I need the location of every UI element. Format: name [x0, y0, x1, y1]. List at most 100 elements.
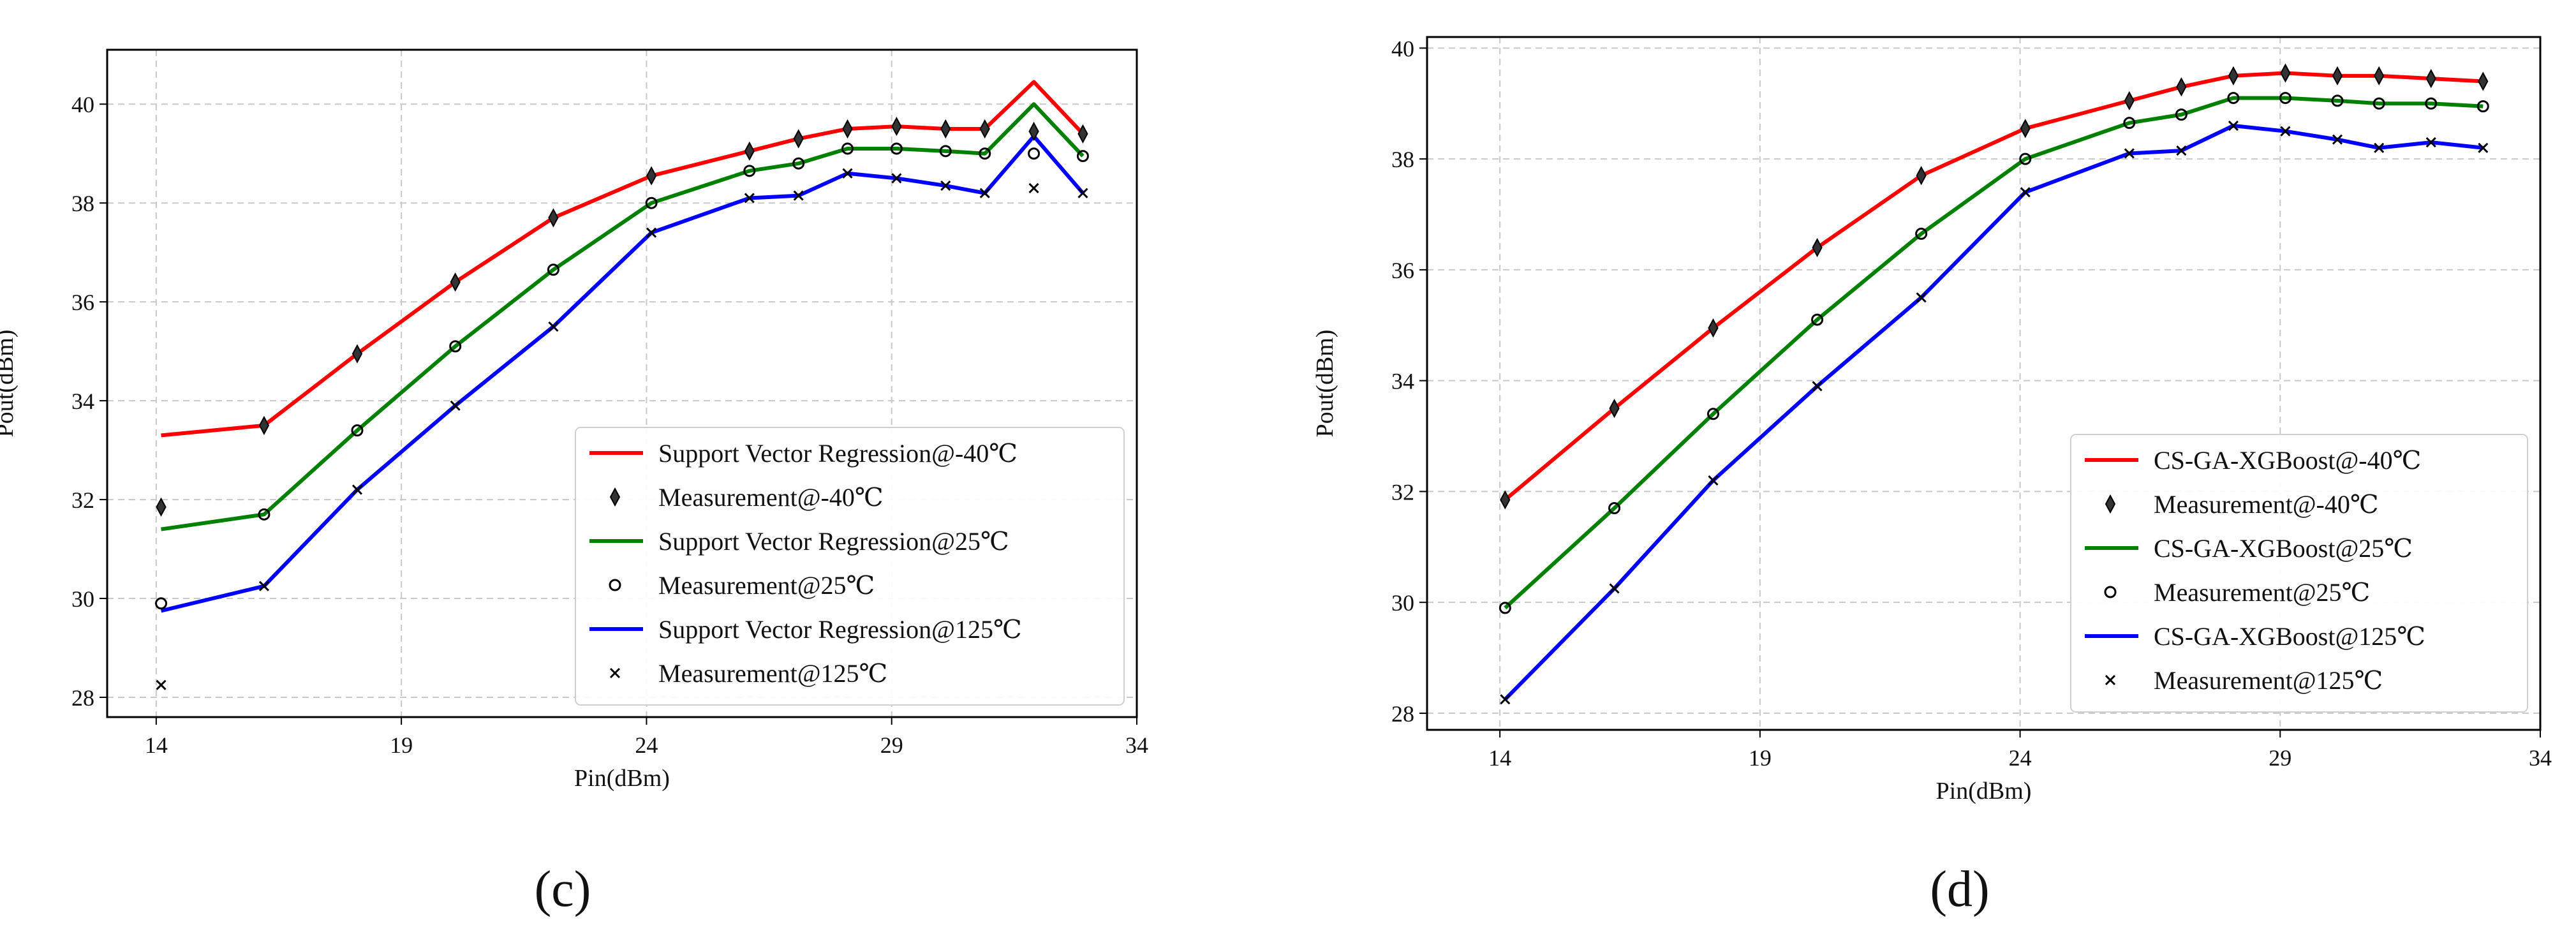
chart-c-data-point — [351, 424, 364, 437]
chart-d-ylabel: Pout(dBm) — [1312, 330, 1338, 438]
chart-c-data-point — [548, 321, 559, 332]
chart-d-xtick-label: 29 — [2269, 745, 2291, 771]
chart-c-data-point — [793, 190, 804, 201]
chart-c-legend-label: Support Vector Regression@125℃ — [658, 615, 1022, 644]
chart-d-legend: CS-GA-XGBoost@-40℃ Measurement@-40℃ CS-GA-… — [2070, 434, 2528, 713]
chart-c-axes-frame — [106, 48, 1138, 718]
chart-c-legend-label: Measurement@-40℃ — [658, 483, 884, 512]
chart-c-data-point — [979, 188, 990, 198]
chart-c-data-point — [1076, 150, 1089, 163]
chart-d-data-point — [2280, 126, 2291, 137]
chart-d-data-point — [2478, 142, 2489, 153]
chart-d-data-point — [1500, 490, 1511, 510]
chart-d-ytick-label: 36 — [1391, 258, 1414, 283]
chart-c-data-point — [744, 193, 755, 204]
chart-d-legend-marker-swatch — [2105, 494, 2116, 514]
chart-c-series-markers-3 — [155, 142, 1089, 610]
chart-d-series-line-0 — [1504, 71, 2483, 501]
chart-d-data-point — [2279, 92, 2291, 105]
chart-c-legend-label: Measurement@25℃ — [658, 571, 875, 600]
chart-c-xtick-label: 24 — [635, 732, 658, 758]
chart-d-legend-entry: Measurement@25℃ — [2104, 578, 2370, 607]
chart-c-legend-label: Measurement@125℃ — [658, 659, 887, 688]
chart-d-ytick-label: 38 — [1391, 147, 1414, 172]
chart-c-axes: 14 19 24 29 34 28 30 32 34 36 38 40 Pin(dBm) Pout(dBm… — [0, 48, 1148, 792]
chart-c-ytick-label: 40 — [71, 92, 94, 117]
chart-d-xlabel: Pin(dBm) — [1936, 778, 2032, 804]
chart-d-data-point — [2175, 108, 2187, 121]
chart-c-data-point — [646, 166, 657, 186]
chart-c-data-point — [890, 142, 903, 155]
chart-c-legend-marker-swatch — [609, 667, 621, 679]
chart-c-data-point — [258, 581, 270, 591]
chart-c-data-point — [792, 157, 805, 170]
chart-c-legend-entry: Measurement@125℃ — [609, 659, 887, 688]
chart-c-data-point — [258, 415, 270, 435]
chart-d-data-point — [2478, 71, 2489, 91]
chart-d-legend-marker-swatch — [2104, 586, 2117, 598]
chart-c-data-point — [1077, 188, 1088, 198]
chart-d-ytick-label: 32 — [1391, 479, 1414, 505]
chart-d-data-point — [2020, 187, 2031, 198]
chart-d-legend-entry: CS-GA-XGBoost@-40℃ — [2085, 446, 2421, 475]
chart-c-data-point — [979, 147, 991, 160]
chart-d-data-point — [1499, 602, 1511, 614]
chart-c-ylabel: Pout(dBm) — [0, 330, 19, 438]
chart-c-data-point — [841, 142, 854, 155]
chart-c-legend: Support Vector Regression@-40℃ Measuremen… — [575, 427, 1125, 706]
chart-c-data-point — [1028, 147, 1040, 160]
chart-c-plot — [155, 80, 1089, 690]
chart-c-series-line-4 — [160, 134, 1084, 613]
chart-d-legend-label: Measurement@125℃ — [2154, 666, 2383, 695]
chart-c-legend-label: Support Vector Regression@-40℃ — [658, 439, 1018, 468]
chart-d-ytick-label: 28 — [1391, 701, 1414, 727]
chart-c-legend-entry: Support Vector Regression@-40℃ — [589, 439, 1018, 468]
chart-d-data-point — [1708, 475, 1719, 486]
chart-d-data-point — [2176, 145, 2187, 156]
chart-d-data-point — [2176, 77, 2187, 97]
chart-c-legend-box — [575, 427, 1125, 706]
chart-c-data-point — [793, 129, 804, 149]
chart-d-series-markers-1 — [1500, 63, 2489, 510]
chart-c-ytick-label: 28 — [71, 685, 94, 711]
chart-d-data-point — [1609, 398, 1620, 419]
chart-c-series-markers-1 — [156, 116, 1088, 517]
chart-d-caption: (d) — [1930, 861, 1989, 917]
chart-d-ytick-label: 40 — [1391, 36, 1414, 61]
chart-d-data-point — [2332, 66, 2343, 85]
chart-c-xtick-label: 19 — [390, 732, 413, 758]
chart-d-data-point — [1500, 694, 1511, 705]
chart-d-data-point — [2124, 148, 2135, 159]
chart-c-legend-entry: Measurement@-40℃ — [609, 483, 884, 512]
chart-c-data-point — [1077, 124, 1088, 144]
chart-c-ytick-label: 36 — [71, 290, 94, 315]
chart-c-data-point — [1028, 182, 1039, 194]
chart-c-xtick-label: 14 — [145, 732, 168, 758]
chart-c-legend-label: Support Vector Regression@25℃ — [658, 527, 1009, 556]
chart-d-legend-box — [2070, 434, 2528, 713]
chart-d-data-point — [2228, 66, 2239, 85]
chart-c-data-point — [891, 116, 902, 137]
chart-c-data-point — [979, 119, 990, 139]
chart-c-data-point — [842, 168, 853, 179]
chart-c-data-point — [450, 272, 461, 292]
chart-d-data-point — [2425, 137, 2436, 148]
chart-c-data-point — [352, 484, 363, 495]
chart-c-ytick-label: 38 — [71, 191, 94, 216]
chart-c-data-point — [258, 508, 270, 521]
chart-d-legend-label: CS-GA-XGBoost@25℃ — [2154, 534, 2413, 563]
chart-c-legend-entry: Support Vector Regression@125℃ — [589, 615, 1022, 644]
chart-d-xtick-label: 19 — [1749, 745, 1772, 771]
chart-d-data-point — [2332, 134, 2343, 145]
chart-c-data-point — [548, 208, 559, 228]
chart-d-data-point — [2374, 66, 2385, 85]
chart-c-legend-entry: Measurement@25℃ — [609, 571, 875, 600]
chart-c-data-point — [155, 597, 168, 610]
chart-c-series-markers-5 — [156, 168, 1088, 690]
chart-d-series-line-4 — [1504, 124, 2483, 701]
chart-c-data-point — [842, 119, 853, 139]
chart-c-xlabel: Pin(dBm) — [574, 765, 670, 792]
chart-d-legend-label: CS-GA-XGBoost@-40℃ — [2154, 446, 2421, 475]
chart-d-axes-frame — [1426, 36, 2542, 731]
